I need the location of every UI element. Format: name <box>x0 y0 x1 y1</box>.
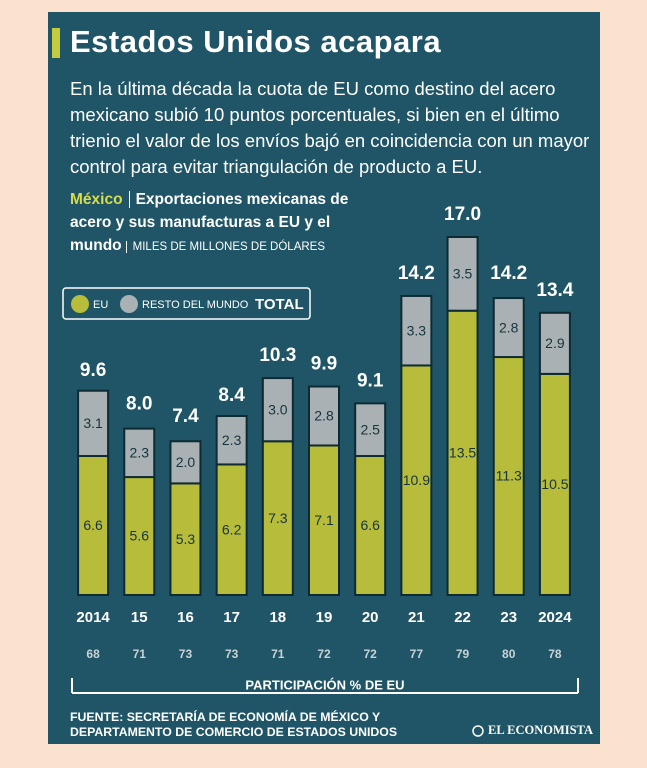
x-tick-label: 2024 <box>538 609 572 626</box>
subtitle: Exportaciones mexicanas de acero y sus m… <box>70 191 349 254</box>
total-label: 14.2 <box>398 263 435 284</box>
bar-segment <box>538 311 571 375</box>
bar-segment <box>261 440 294 597</box>
total-label: 10.3 <box>259 345 296 366</box>
total-label: 14.2 <box>490 263 527 284</box>
bar-segment <box>308 385 340 447</box>
value-label: 5.6 <box>130 528 150 544</box>
value-label: 3.0 <box>268 401 288 417</box>
value-label: 7.3 <box>268 510 288 526</box>
x-tick-label: 20 <box>362 609 379 626</box>
share-value: 80 <box>502 647 516 661</box>
share-value: 68 <box>86 647 100 661</box>
bar-segment <box>123 476 156 596</box>
title-accent <box>52 28 60 58</box>
total-label: 9.6 <box>80 360 106 381</box>
intro: En la última década la cuota de EU como … <box>70 78 590 177</box>
share-value: 71 <box>133 647 147 661</box>
value-label: 6.2 <box>222 521 242 537</box>
share-value: 78 <box>548 647 562 661</box>
value-label: 6.6 <box>83 517 103 533</box>
legend-label: TOTAL <box>255 296 304 313</box>
share-label: PARTICIPACIÓN % DE EU <box>245 677 404 692</box>
total-label: 8.0 <box>126 394 152 415</box>
value-label: 3.1 <box>83 415 103 431</box>
source-label: México <box>70 191 130 208</box>
share-value: 79 <box>456 647 470 661</box>
legend-box <box>62 287 311 320</box>
bar-segment <box>215 463 248 597</box>
x-tick-label: 15 <box>131 609 148 626</box>
x-tick-label: 23 <box>500 609 517 626</box>
bar-segment <box>169 482 202 597</box>
bar-segment <box>261 377 294 443</box>
x-tick-label: 16 <box>177 609 194 626</box>
value-label: 7.1 <box>314 512 334 528</box>
logo: EL ECONOMISTA <box>488 723 593 737</box>
value-label: 2.3 <box>222 432 242 448</box>
value-label: 2.5 <box>360 421 380 437</box>
unit: MILES DE MILLONES DE DÓLARES <box>125 241 326 253</box>
bar-segment <box>215 415 248 466</box>
value-label: 11.3 <box>496 468 522 484</box>
legend-label: EU <box>93 299 108 311</box>
share-value: 72 <box>364 647 378 661</box>
total-label: 7.4 <box>172 406 199 427</box>
x-tick-label: 2014 <box>76 609 110 626</box>
share-value: 72 <box>317 647 331 661</box>
total-label: 13.4 <box>536 280 573 301</box>
share-value: 73 <box>225 647 239 661</box>
share-value: 73 <box>179 647 193 661</box>
bar-segment <box>77 389 110 458</box>
title: Estados Unidos acapara <box>70 24 442 59</box>
bar-segment <box>123 427 156 479</box>
bar-segment <box>400 294 433 367</box>
source: FUENTE: SECRETARÍA DE ECONOMÍA DE MÉXICO… <box>70 710 398 739</box>
value-label: 2.0 <box>176 454 196 470</box>
chart-subtitle: México Exportaciones mexicanas de acero y… <box>70 188 370 259</box>
x-tick-label: 22 <box>454 609 471 626</box>
bar-segment <box>77 455 110 597</box>
bar-segment <box>446 236 479 312</box>
total-label: 8.4 <box>218 385 245 406</box>
x-tick-label: 21 <box>408 609 425 626</box>
legend-label: RESTO DEL MUNDO <box>142 299 249 311</box>
x-tick-label: 18 <box>269 609 286 626</box>
bar-segment <box>492 297 525 359</box>
total-label: 9.9 <box>311 354 337 375</box>
value-label: 3.3 <box>407 322 427 338</box>
x-tick-label: 19 <box>316 609 333 626</box>
total-label: 9.1 <box>357 370 384 391</box>
value-label: 5.3 <box>176 531 196 547</box>
value-label: 10.5 <box>541 476 568 492</box>
value-label: 2.8 <box>314 408 334 424</box>
bar-segment <box>354 455 387 597</box>
bar-segment <box>354 402 387 458</box>
value-label: 13.5 <box>449 445 476 461</box>
bar-segment <box>308 444 340 597</box>
value-label: 3.5 <box>453 266 473 282</box>
value-label: 2.3 <box>130 445 150 461</box>
value-label: 6.6 <box>360 517 380 533</box>
logo-icon <box>472 725 484 737</box>
total-label: 17.0 <box>444 204 481 225</box>
value-label: 2.8 <box>499 319 519 335</box>
bar-segment <box>169 440 202 485</box>
share-value: 71 <box>271 647 285 661</box>
value-label: 2.9 <box>545 335 565 351</box>
x-tick-label: 17 <box>223 609 240 626</box>
legend-swatch <box>71 295 89 313</box>
legend-swatch <box>120 295 138 313</box>
value-label: 10.9 <box>403 472 430 488</box>
share-value: 77 <box>410 647 424 661</box>
